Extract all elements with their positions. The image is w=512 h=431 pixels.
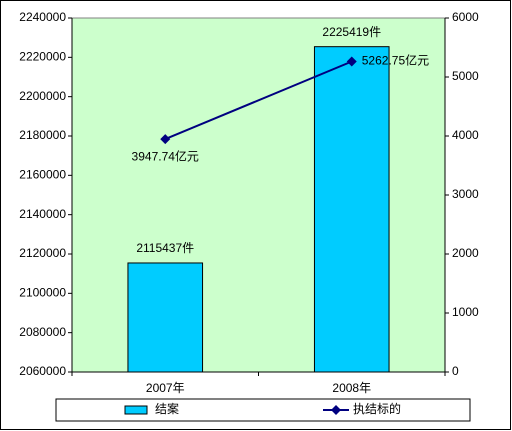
y2-tick-label: 2000 bbox=[452, 246, 479, 260]
bar bbox=[127, 262, 204, 373]
line-marker bbox=[160, 134, 171, 145]
y2-tick-label: 5000 bbox=[452, 69, 479, 83]
line-value-label: 5262.75亿元 bbox=[362, 53, 429, 68]
y-tick-label: 2240000 bbox=[19, 10, 66, 24]
y-tick-label: 2120000 bbox=[19, 246, 66, 260]
y-tick-label: 2080000 bbox=[19, 325, 66, 339]
y-tick-label: 2060000 bbox=[19, 364, 66, 378]
y-tick-label: 2220000 bbox=[19, 50, 66, 64]
y-tick-label: 2180000 bbox=[19, 128, 66, 142]
y-tick-label: 2200000 bbox=[19, 89, 66, 103]
legend-label: 结案 bbox=[155, 401, 179, 416]
bar bbox=[313, 46, 390, 373]
line bbox=[164, 60, 353, 141]
legend-box bbox=[55, 398, 471, 422]
legend-marker bbox=[331, 405, 341, 415]
y2-tick-label: 3000 bbox=[452, 187, 479, 201]
y2-tick-label: 0 bbox=[452, 364, 459, 378]
y-tick-label: 2160000 bbox=[19, 168, 66, 182]
y-tick-label: 2140000 bbox=[19, 207, 66, 221]
y2-tick-label: 6000 bbox=[452, 10, 479, 24]
legend-swatch bbox=[124, 405, 148, 415]
line-value-label: 3947.74亿元 bbox=[132, 148, 199, 163]
y-tick-label: 2100000 bbox=[19, 286, 66, 300]
bar-value-label: 2225419件 bbox=[322, 25, 381, 39]
line-marker bbox=[346, 56, 357, 67]
x-tick-label: 2008年 bbox=[332, 381, 371, 395]
x-tick-label: 2007年 bbox=[146, 381, 185, 395]
y2-tick-label: 4000 bbox=[452, 128, 479, 142]
legend-label: 执结标的 bbox=[353, 401, 401, 416]
bar-value-label: 2115437件 bbox=[136, 241, 194, 255]
y2-tick-label: 1000 bbox=[452, 305, 479, 319]
